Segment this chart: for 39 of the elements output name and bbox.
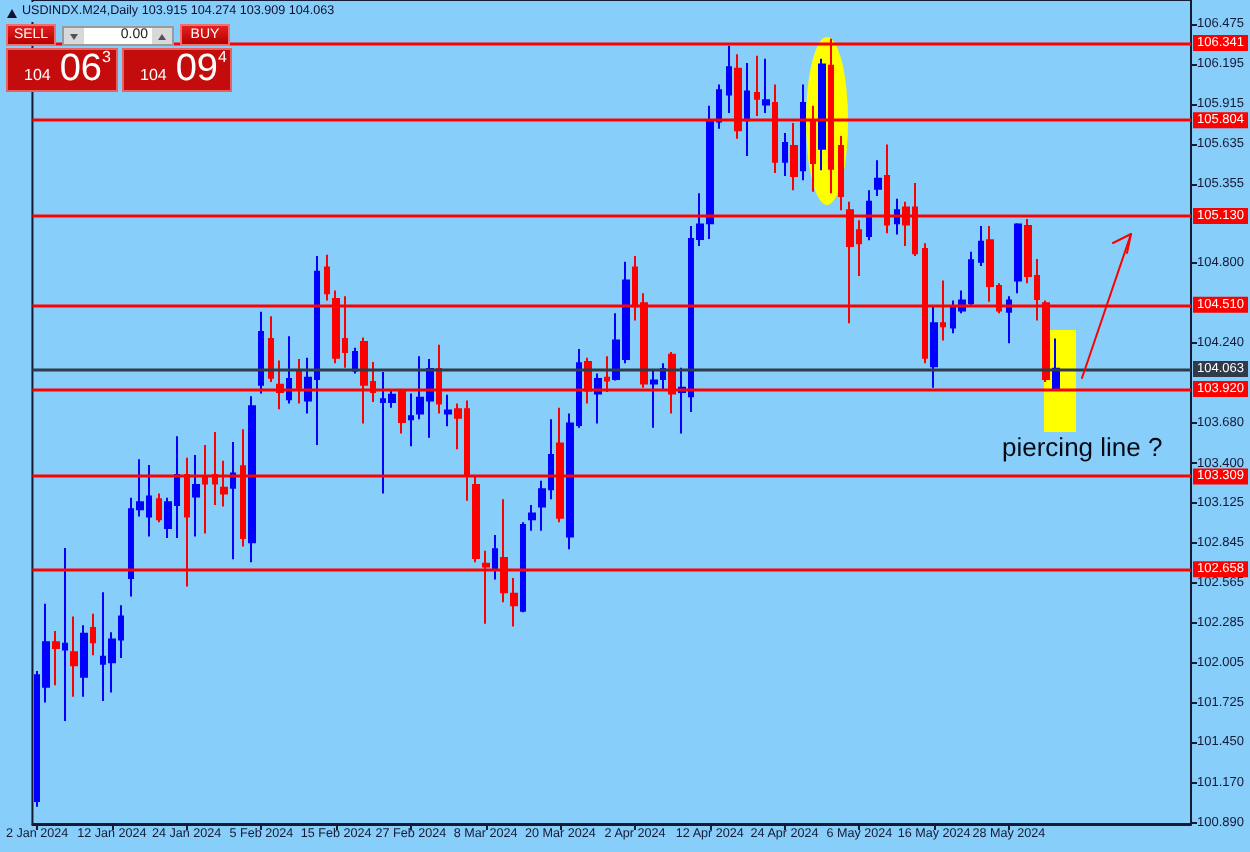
candlestick [726,44,732,115]
candlestick [978,225,984,268]
candlestick [324,253,330,302]
buy-price-box: 104 09$^{4}$ [122,48,232,92]
candlestick [444,393,452,428]
candlestick [866,189,872,242]
sell-price-box: 104 06$^{3}$ [6,48,118,92]
candlestick [528,503,536,532]
candlestick [874,159,882,197]
candlestick [52,629,60,687]
candlestick [1006,295,1012,345]
candlestick [650,369,658,429]
candlestick [782,132,788,177]
candlestick [930,305,938,389]
candlestick [818,57,826,172]
candlestick [520,521,526,614]
candlestick [492,534,498,581]
annotation: 104 09$^{4}$ [140,48,227,90]
candlestick [762,57,770,115]
candlestick [1014,222,1022,295]
annotation: piercing line ? [1002,432,1163,462]
candlestick [156,492,162,524]
candlestick [70,615,78,698]
candlestick [258,310,264,395]
candlestick [744,61,750,157]
candlestick [286,335,292,405]
candlestick [62,546,68,722]
candlestick [352,346,358,375]
candlestick [192,453,200,538]
candlestick [408,392,414,448]
candlestick [838,134,844,212]
candlestick [80,624,88,698]
candlestick [268,315,274,383]
annotation: 104 06$^{3}$ [24,48,111,90]
candlestick [800,83,806,182]
candlestick [248,395,256,564]
candlestick [510,576,518,628]
candlestick [90,612,96,657]
candlestick [230,441,236,561]
